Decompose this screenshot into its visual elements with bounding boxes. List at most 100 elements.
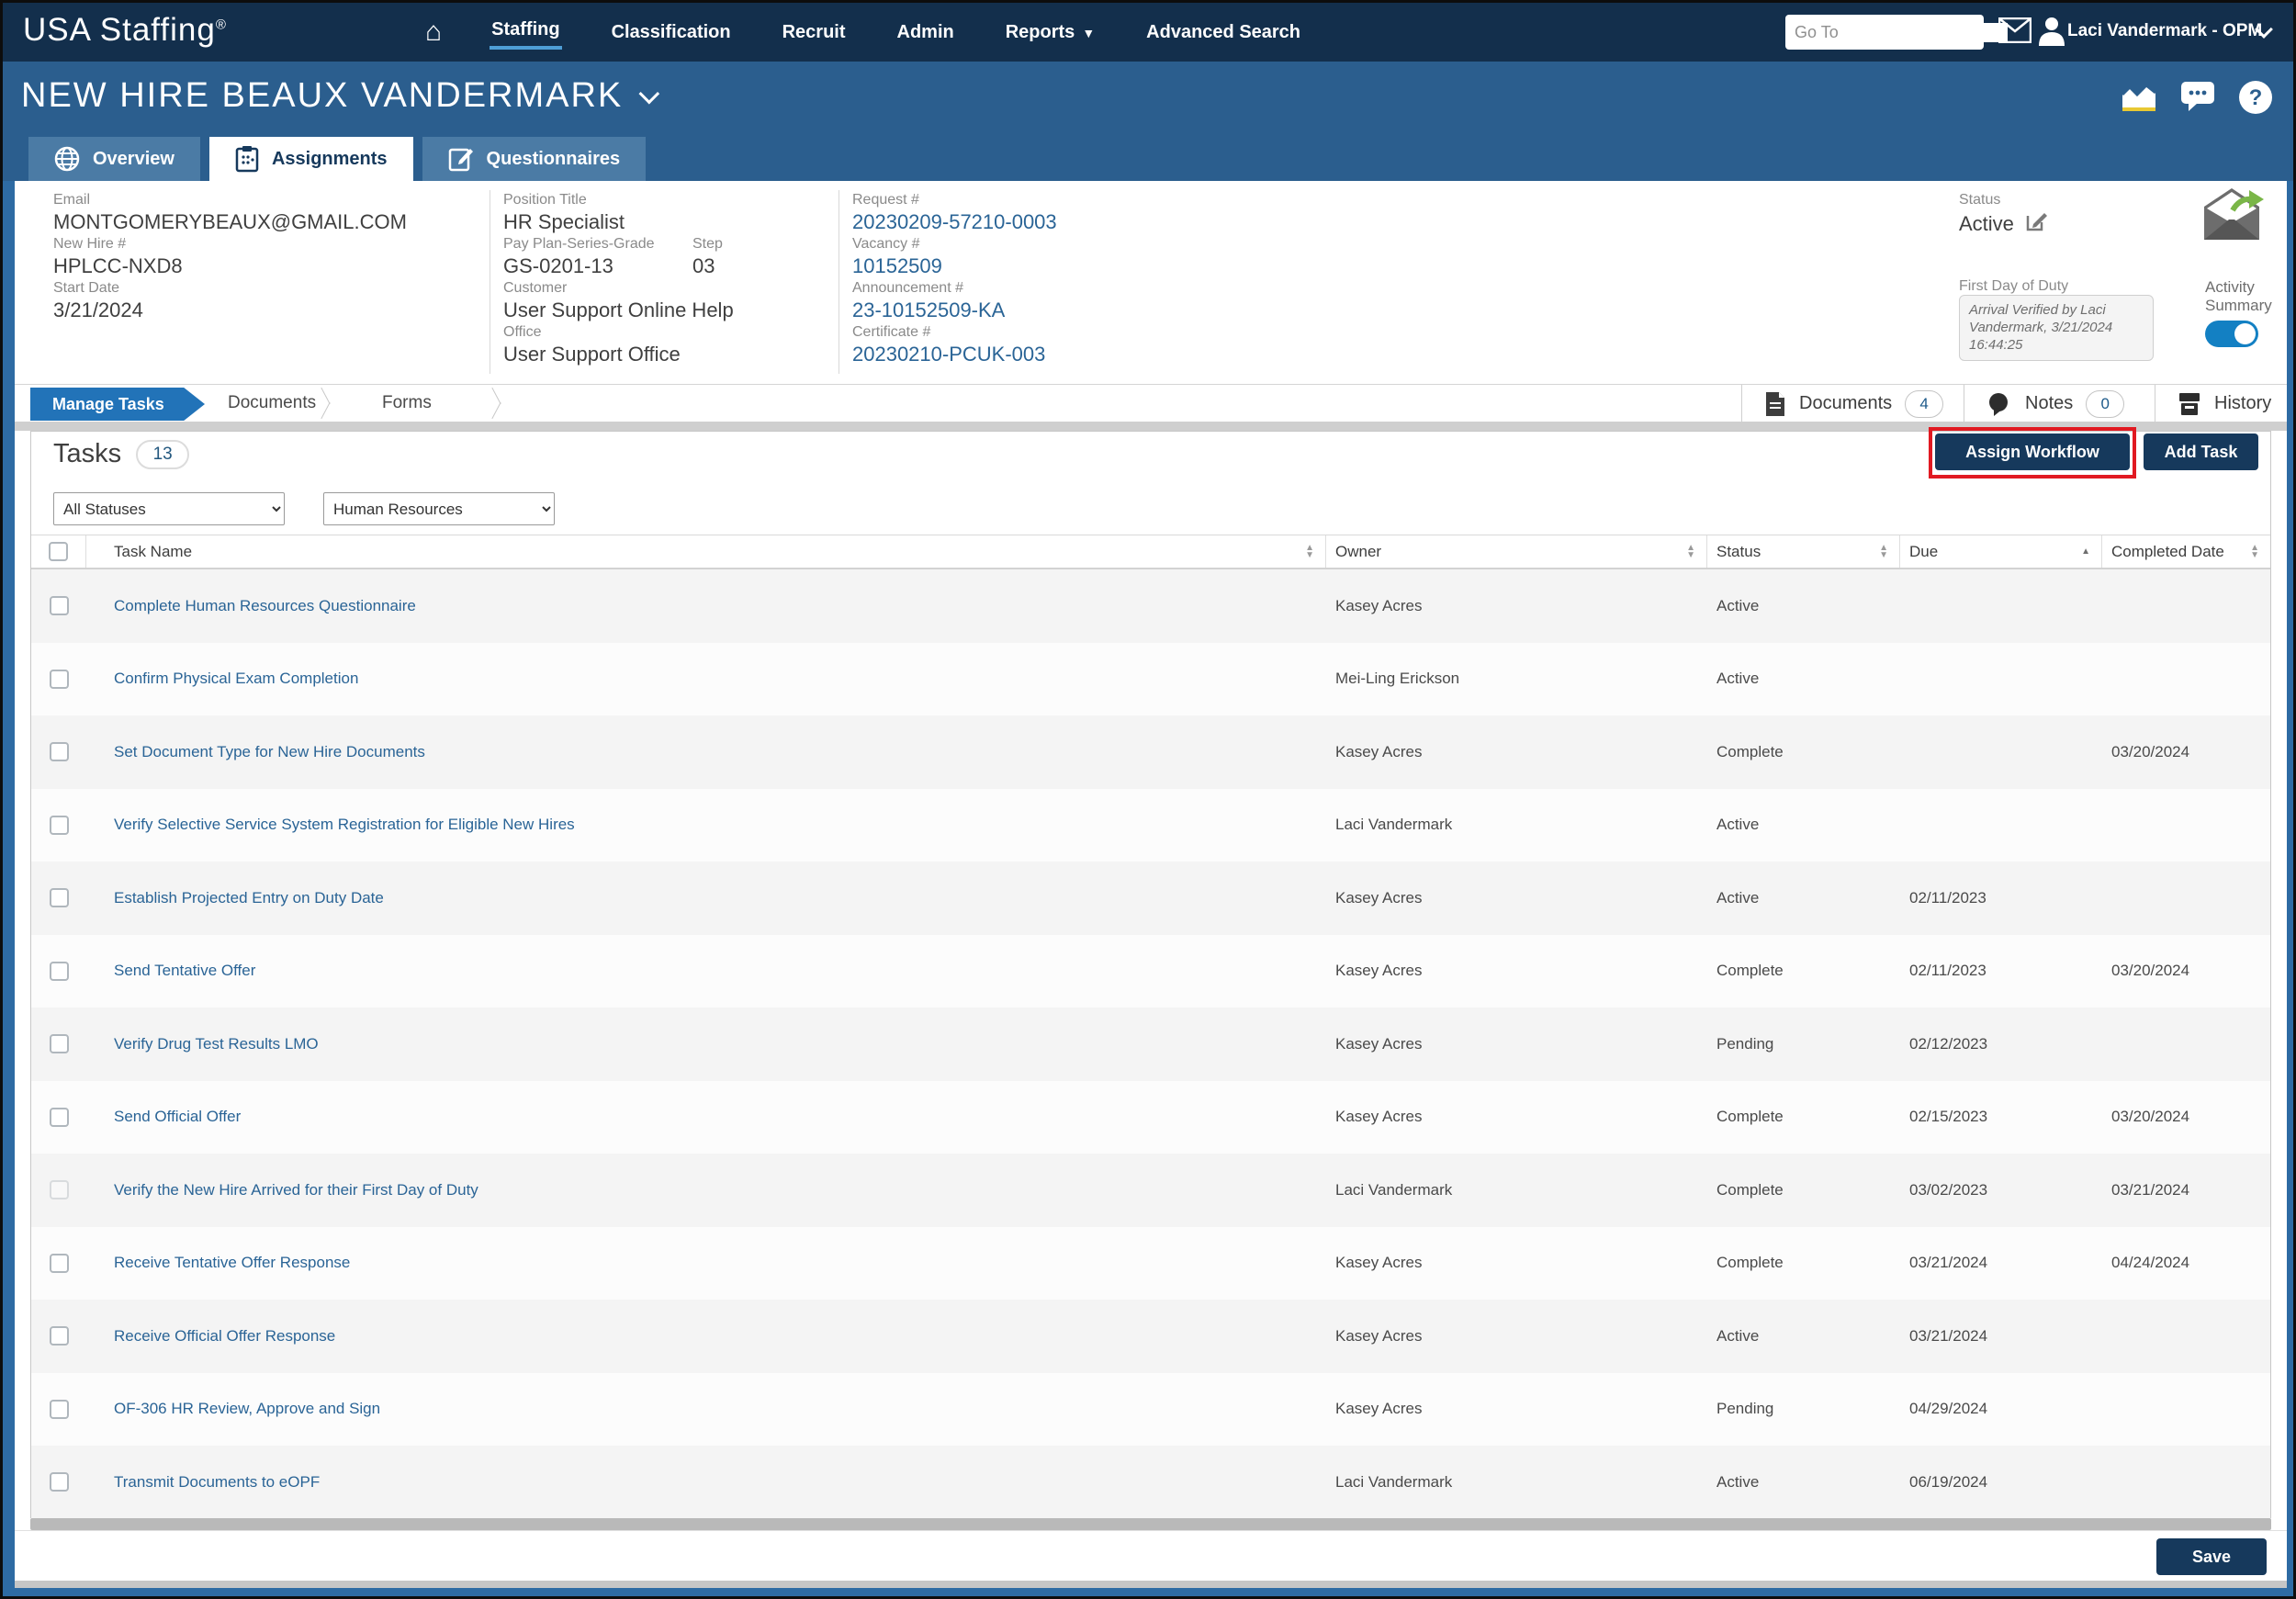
sort-icon[interactable]: ▲ ▼ <box>2250 542 2259 560</box>
due-cell: 02/11/2023 <box>1909 962 1986 980</box>
tab-questionnaires[interactable]: Questionnaires <box>422 137 647 181</box>
edit-status-icon[interactable] <box>2025 210 2047 232</box>
row-checkbox[interactable] <box>49 1107 69 1127</box>
row-checkbox[interactable] <box>49 1399 69 1419</box>
step-value: 03 <box>692 254 715 277</box>
task-name-link[interactable]: Confirm Physical Exam Completion <box>114 670 359 688</box>
page-title[interactable]: NEW HIRE BEAUX VANDERMARK <box>21 76 660 116</box>
row-checkbox[interactable] <box>49 742 69 762</box>
notes-utility-label: Notes <box>2025 393 2074 413</box>
subtab-documents[interactable]: Documents <box>228 393 317 412</box>
col-owner[interactable]: Owner <box>1335 542 1382 560</box>
col-status[interactable]: Status <box>1716 542 1761 560</box>
assign-workflow-button[interactable]: Assign Workflow <box>1935 434 2130 470</box>
task-name-link[interactable]: Send Official Offer <box>114 1108 242 1126</box>
home-icon[interactable]: ⌂ <box>425 17 443 47</box>
row-checkbox[interactable] <box>49 888 69 908</box>
activity-summary-toggle[interactable] <box>2205 321 2258 347</box>
table-row: Transmit Documents to eOPF Laci Vandermar… <box>31 1446 2270 1519</box>
nav-item-recruit[interactable]: Recruit <box>782 21 846 42</box>
row-checkbox[interactable] <box>49 1034 69 1054</box>
horizontal-scrollbar[interactable] <box>30 1518 2271 1530</box>
row-checkbox[interactable] <box>49 815 69 835</box>
completed-date-cell: 03/20/2024 <box>2111 1108 2190 1126</box>
nav-item-admin[interactable]: Admin <box>896 21 954 42</box>
main-content: Email MONTGOMERYBEAUX@GMAIL.COM New Hire… <box>15 181 2287 1588</box>
task-name-link[interactable]: Transmit Documents to eOPF <box>114 1472 321 1491</box>
user-icon[interactable] <box>2037 15 2066 46</box>
task-name-link[interactable]: Send Tentative Offer <box>114 962 256 980</box>
row-checkbox[interactable] <box>49 961 69 981</box>
col-task-name[interactable]: Task Name <box>114 542 193 560</box>
task-name-link[interactable]: Receive Official Offer Response <box>114 1326 336 1345</box>
status-value: Active <box>1959 210 2047 236</box>
col-completed-date[interactable]: Completed Date <box>2111 542 2224 560</box>
title-dropdown-caret-icon[interactable] <box>638 83 660 104</box>
email-sent-icon[interactable] <box>2200 186 2264 242</box>
row-checkbox[interactable] <box>49 1472 69 1492</box>
tab-assignments[interactable]: Assignments <box>208 137 413 181</box>
nav-item-classification[interactable]: Classification <box>611 21 731 42</box>
user-menu[interactable]: Laci Vandermark - OPM <box>2067 21 2263 40</box>
subtab-forms[interactable]: Forms <box>382 393 432 412</box>
nav-item-staffing[interactable]: Staffing <box>490 16 562 50</box>
select-all-checkbox[interactable] <box>49 542 68 561</box>
task-name-link[interactable]: Verify Drug Test Results LMO <box>114 1034 319 1053</box>
announcement-number-link[interactable]: 23-10152509-KA <box>852 298 1006 321</box>
col-due[interactable]: Due <box>1909 542 1939 560</box>
start-date-label: Start Date <box>53 280 120 296</box>
record-tabs: Overview Assignments Questionnaires <box>28 137 647 181</box>
row-checkbox[interactable] <box>49 1253 69 1273</box>
tab-overview[interactable]: Overview <box>28 137 200 181</box>
task-name-link[interactable]: Verify the New Hire Arrived for their Fi… <box>114 1180 478 1199</box>
activity-chart-icon[interactable] <box>2121 80 2157 113</box>
sort-icon[interactable]: ▲ ▼ <box>1305 542 1314 560</box>
add-task-button[interactable]: Add Task <box>2144 434 2258 470</box>
request-number-label: Request # <box>852 192 919 208</box>
status-cell: Complete <box>1716 1108 1784 1126</box>
row-checkbox[interactable] <box>49 596 69 616</box>
request-number-link[interactable]: 20230209-57210-0003 <box>852 210 1057 233</box>
status-cell: Pending <box>1716 1034 1774 1053</box>
vacancy-number-label: Vacancy # <box>852 236 920 252</box>
history-utility-tab[interactable]: History <box>2155 385 2293 422</box>
task-name-link[interactable]: OF-306 HR Review, Approve and Sign <box>114 1400 381 1418</box>
status-filter-select[interactable]: All Statuses <box>53 492 285 525</box>
sort-icon[interactable]: ▲ ▼ <box>1686 542 1695 560</box>
task-name-link[interactable]: Complete Human Resources Questionnaire <box>114 596 416 614</box>
certificate-number-link[interactable]: 20230210-PCUK-003 <box>852 343 1046 366</box>
nav-item-reports[interactable]: Reports ▼ <box>1005 21 1096 42</box>
help-icon[interactable]: ? <box>2238 80 2273 115</box>
tab-label: Overview <box>93 148 174 169</box>
task-name-link[interactable]: Receive Tentative Offer Response <box>114 1254 351 1272</box>
notes-utility-tab[interactable]: Notes 0 <box>1964 385 2146 422</box>
documents-count-badge: 4 <box>1905 389 1944 418</box>
save-button[interactable]: Save <box>2156 1538 2267 1575</box>
activity-summary-label: Activity Summary <box>2205 278 2272 314</box>
task-name-link[interactable]: Establish Projected Entry on Duty Date <box>114 888 384 906</box>
subtab-manage-tasks[interactable]: Manage Tasks <box>30 388 205 421</box>
pay-plan-label: Pay Plan-Series-Grade <box>503 236 655 252</box>
row-checkbox[interactable] <box>49 1326 69 1346</box>
due-cell: 03/21/2024 <box>1909 1326 1988 1345</box>
sort-icon[interactable]: ▲ ▼ <box>1879 542 1888 560</box>
owner-cell: Laci Vandermark <box>1335 1472 1453 1491</box>
documents-utility-tab[interactable]: Documents 4 <box>1741 385 1965 422</box>
vacancy-number-link[interactable]: 10152509 <box>852 254 942 277</box>
mail-icon[interactable] <box>1998 17 2032 43</box>
status-cell: Complete <box>1716 1254 1784 1272</box>
goto-search-input[interactable] <box>1795 22 2008 42</box>
task-name-link[interactable]: Verify Selective Service System Registra… <box>114 816 575 834</box>
email-value: MONTGOMERYBEAUX@GMAIL.COM <box>53 210 407 233</box>
pay-plan-value: GS-0201-13 <box>503 254 613 277</box>
customer-label: Customer <box>503 280 568 296</box>
tab-label: Assignments <box>271 148 388 169</box>
chat-icon[interactable] <box>2179 80 2216 113</box>
nav-item-advanced-search[interactable]: Advanced Search <box>1146 21 1301 42</box>
tab-label: Questionnaires <box>486 148 621 169</box>
row-checkbox[interactable] <box>49 669 69 689</box>
table-row: Complete Human Resources Questionnaire Ka… <box>31 569 2270 643</box>
category-filter-select[interactable]: Human Resources <box>323 492 555 525</box>
sort-ascending-icon[interactable]: ▲ <box>2081 546 2090 557</box>
task-name-link[interactable]: Set Document Type for New Hire Documents <box>114 742 425 760</box>
